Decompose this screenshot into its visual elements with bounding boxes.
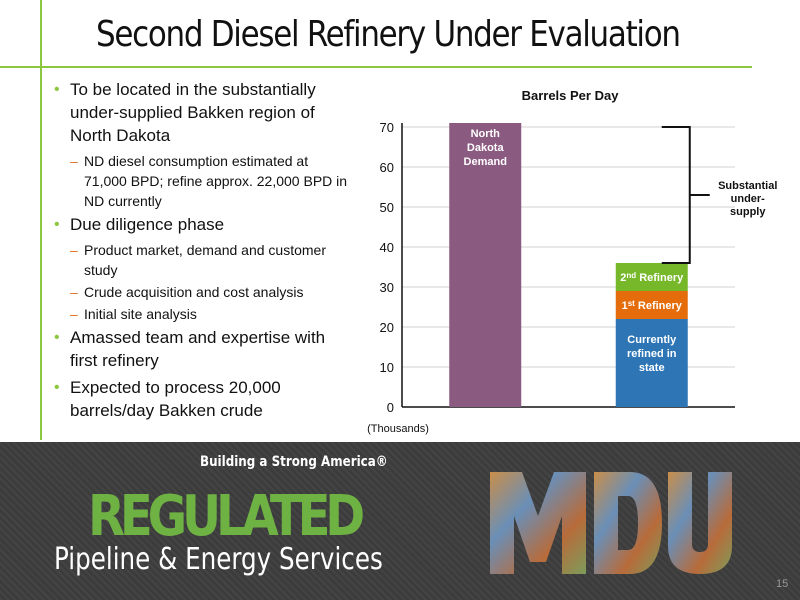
bar-label: North	[471, 128, 501, 140]
regulated-logo: REGULATED	[88, 484, 365, 549]
bar-segment	[615, 291, 688, 319]
sub-bullet-item: – Crude acquisition and cost analysis	[70, 284, 304, 300]
y-tick-label: 20	[380, 320, 394, 335]
footer-band: Building a Strong America® REGULATED Pip…	[0, 442, 800, 600]
unit-label: (Thousands)	[367, 423, 429, 435]
bar-label: state	[639, 362, 665, 374]
y-tick-label: 10	[380, 360, 394, 375]
bar-label: 1st Refinery	[622, 299, 683, 312]
bullet-item: Amassed team and expertise with first re…	[52, 326, 352, 372]
tagline: Building a Strong America®	[200, 454, 388, 470]
bar-label: 2nd Refinery	[620, 271, 684, 284]
y-tick-label: 70	[380, 120, 394, 135]
logo-letter-d	[594, 472, 662, 574]
y-tick-label: 30	[380, 280, 394, 295]
y-tick-label: 40	[380, 240, 394, 255]
bar-label: Demand	[464, 156, 507, 168]
sub-bullet-item: – ND diesel consumption estimated at 71,0…	[70, 153, 348, 209]
logo-letter-m	[490, 472, 586, 574]
y-tick-label: 50	[380, 200, 394, 215]
mdu-logo	[490, 472, 732, 574]
bar-label: refined in	[627, 348, 677, 360]
slide-title: Second Diesel Refinery Under Evaluation	[96, 14, 681, 55]
bar-chart: Barrels Per Day 0 10 20 30 40 50 60 70 North Dak…	[367, 88, 777, 435]
logo-letter-u	[668, 472, 732, 574]
bullet-item: Expected to process 20,000 barrels/day B…	[52, 376, 352, 422]
accent-vertical-line	[40, 0, 42, 440]
bullet-item: To be located in the substantially under…	[52, 78, 352, 147]
annotation-label: under-	[731, 193, 766, 205]
y-axis-ticks: 0 10 20 30 40 50 60 70	[380, 120, 394, 415]
dash-marker: –	[70, 153, 78, 169]
sub-bullet-item: – Product market, demand and customer stu…	[70, 242, 327, 278]
annotation-label: supply	[730, 206, 766, 218]
dash-marker: –	[70, 242, 78, 258]
accent-horizontal-line	[0, 66, 752, 68]
chart-title: Barrels Per Day	[522, 88, 620, 103]
bar-segment	[615, 319, 688, 407]
bar-segment	[615, 263, 688, 291]
dash-marker: –	[70, 306, 78, 322]
bracket-line	[661, 126, 710, 264]
bar-segment	[449, 123, 522, 407]
bar-label: Currently	[627, 334, 677, 346]
segment-name: Pipeline & Energy Services	[54, 542, 383, 577]
annotation-label: Substantial	[718, 180, 777, 192]
bar-label: Dakota	[467, 142, 505, 154]
y-tick-label: 60	[380, 160, 394, 175]
chart-bars: North Dakota Demand Currently refined in stat…	[449, 123, 688, 407]
page-number: 15	[776, 578, 789, 590]
bullet-item: Due diligence phase	[52, 213, 352, 236]
sub-bullet-item: – Initial site analysis	[70, 306, 197, 322]
dash-marker: –	[70, 284, 78, 300]
y-tick-label: 0	[387, 400, 394, 415]
bullet-list: To be located in the substantially under…	[52, 78, 352, 426]
